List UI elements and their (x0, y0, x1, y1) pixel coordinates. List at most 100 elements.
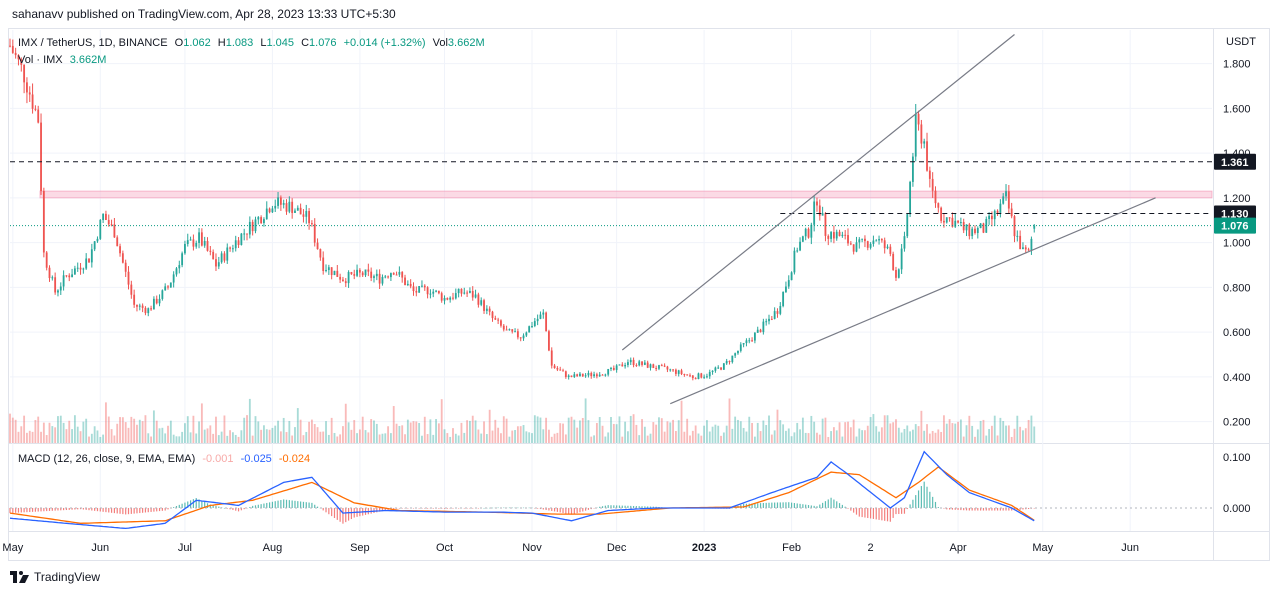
candle (260, 215, 263, 224)
macd-histogram-bar (635, 506, 637, 508)
volume-bar (220, 431, 223, 443)
volume-bar (141, 421, 144, 443)
tradingview-logo[interactable]: TradingView (10, 570, 100, 584)
volume-bar (178, 436, 181, 443)
volume-bar (251, 435, 254, 443)
price-tag-label: 1.076 (1221, 221, 1249, 233)
volume-title[interactable]: Vol · IMX (18, 54, 63, 66)
macd-histogram-bar (483, 507, 485, 509)
volume-bar (136, 424, 138, 443)
volume-bar (801, 417, 804, 443)
volume-bar (42, 422, 45, 443)
macd-histogram-bar (438, 507, 440, 509)
candle (42, 187, 45, 258)
volume-bar (993, 415, 996, 443)
macd-histogram-bar (401, 507, 403, 509)
volume-bar (720, 435, 722, 443)
macd-histogram-bar (34, 507, 36, 512)
volume-bar (629, 415, 632, 443)
volume-bar (875, 426, 878, 443)
macd-histogram-bar (943, 507, 945, 509)
candle (734, 352, 737, 358)
volume-bar (169, 420, 172, 443)
candle (429, 289, 432, 299)
volume-legend-row: Vol · IMX 3.662M (18, 52, 489, 69)
price-axis[interactable]: 1.8001.6001.4001.2001.0000.8000.6000.400… (1223, 59, 1251, 429)
candle (895, 266, 897, 281)
volume-bar (672, 419, 674, 443)
time-tick-label: Feb (782, 542, 801, 554)
legend-symbol[interactable]: IMX / TetherUS, 1D, BINANCE (18, 37, 168, 49)
volume-bar (652, 422, 655, 443)
candle (34, 105, 37, 112)
volume-bar (1005, 425, 1007, 443)
macd-histogram-bar (432, 507, 434, 509)
time-axis[interactable]: May Jun Jul Aug Sep Oct Nov Dec 2023 Feb 2 Apr May Ju… (2, 542, 1139, 554)
time-tick-label: Aug (263, 542, 283, 554)
macd-histogram-bar (836, 501, 838, 508)
volume-bar (460, 422, 463, 443)
macd-histogram-bar (74, 507, 76, 510)
volume-bar (471, 415, 474, 443)
macd-histogram-bar (94, 507, 96, 511)
candle (804, 227, 807, 241)
macd-histogram-bar (489, 507, 491, 509)
candle (20, 57, 23, 72)
macd-histogram-bar (593, 507, 595, 509)
macd-histogram-bar (906, 507, 908, 510)
candle (519, 337, 522, 342)
candle (931, 172, 934, 198)
candle (807, 227, 810, 239)
candle (398, 266, 401, 277)
volume-bar (491, 430, 494, 443)
candle (593, 371, 595, 378)
volume-bar (449, 436, 452, 443)
macd-histogram-bar (790, 502, 793, 508)
macd-histogram-bar (285, 499, 288, 508)
candle (265, 201, 268, 220)
candle (291, 198, 294, 219)
time-tick-label: Jul (178, 542, 192, 554)
volume-bar (367, 432, 370, 443)
volume-bar (152, 410, 155, 443)
legend-symbol-row: IMX / TetherUS, 1D, BINANCE O1.062 H1.08… (18, 35, 489, 52)
trendline[interactable] (621, 34, 1015, 351)
volume-bar (703, 425, 706, 443)
candle (522, 333, 525, 341)
candle (1005, 184, 1007, 201)
macd-histogram-bar (125, 507, 127, 515)
macd-histogram-bar (822, 502, 824, 508)
volume-bar (516, 426, 519, 443)
macd-histogram-bar (641, 506, 643, 508)
volume-bar (737, 419, 739, 443)
volume-bar (525, 431, 528, 443)
candle (1024, 245, 1027, 254)
candle (649, 363, 652, 371)
candle (175, 267, 178, 277)
volume-bars (9, 398, 1036, 443)
candle (466, 290, 469, 298)
macd-histogram-bar (624, 505, 626, 508)
candle (226, 243, 229, 264)
macd-title[interactable]: MACD (12, 26, close, 9, EMA, EMA) (18, 453, 196, 465)
volume-bar (212, 433, 215, 443)
volume-bar (768, 415, 770, 443)
volume-bar (745, 431, 748, 443)
macd-histogram-bar (782, 502, 784, 508)
volume-bar (759, 431, 762, 443)
chart-frame[interactable] (8, 28, 1270, 561)
trendline[interactable] (670, 197, 1156, 405)
macd-histogram-bar (376, 507, 378, 513)
candle (1022, 242, 1024, 250)
volume-bar (113, 435, 116, 443)
macd-axis[interactable]: 0.100 0.000 (1223, 452, 1251, 515)
candle (347, 270, 350, 288)
volume-bar (979, 420, 982, 443)
candle (793, 247, 796, 275)
macd-histogram-bar (946, 507, 948, 510)
trendlines[interactable] (621, 34, 1156, 405)
candle (186, 233, 189, 247)
volume-bar (996, 435, 999, 443)
volume-bar (804, 432, 807, 443)
